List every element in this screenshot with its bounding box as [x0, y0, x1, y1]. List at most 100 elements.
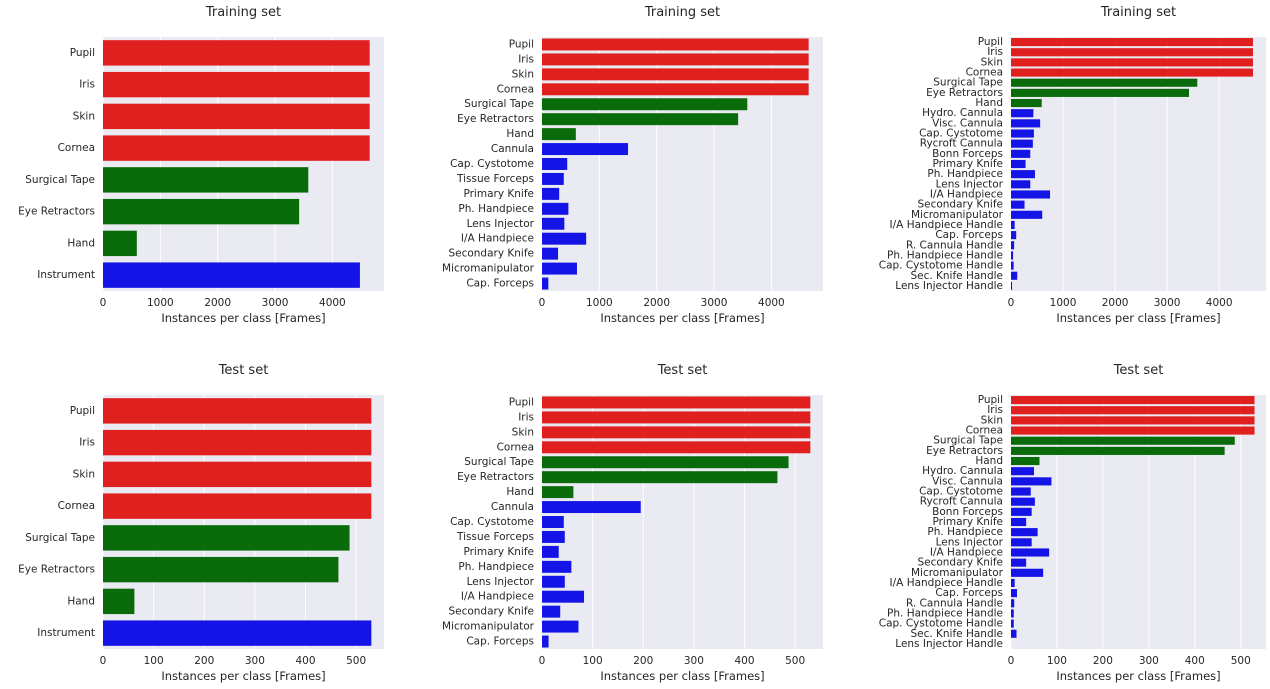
bar-tissue-forceps — [542, 172, 564, 185]
y-tick-label: Cornea — [497, 83, 534, 95]
bar-surgical-tape — [542, 456, 789, 469]
bar-cap-cystotome — [1011, 129, 1034, 138]
y-tick-label: Cap. Forceps — [935, 587, 1003, 599]
y-tick-label: Ph. Handpiece Handle — [887, 607, 1003, 619]
y-tick-label: Cannula — [491, 501, 534, 513]
bar-hydro-cannula — [1011, 109, 1034, 118]
bar-visc-cannula — [1011, 119, 1041, 128]
y-tick-label: Lens Injector — [467, 576, 535, 588]
y-tick-label: R. Cannula Handle — [906, 239, 1003, 251]
bar-surgical-tape — [103, 167, 309, 193]
x-tick-label: 100 — [583, 655, 603, 667]
bar-ph-handpiece — [542, 560, 572, 573]
bar-lens-injector — [1011, 538, 1032, 547]
y-tick-label: Hydro. Cannula — [922, 465, 1003, 477]
y-tick-label: Ph. Handpiece — [458, 203, 534, 215]
bar-hand — [1011, 456, 1040, 466]
chart-panel-4: 0 100 200 300 400 500 Pupil Iris Skin Cornea Surgi… — [18, 363, 384, 683]
x-tick-label: 0 — [539, 297, 546, 309]
y-tick-label: Secondary Knife — [448, 606, 534, 618]
bar-micromanipulator — [1011, 568, 1044, 577]
bar-pupil — [1011, 396, 1255, 405]
bar-pupil — [1011, 38, 1253, 47]
x-tick-label: 200 — [1093, 655, 1113, 667]
chart-title: Training set — [205, 5, 281, 20]
x-tick-label: 500 — [346, 655, 366, 667]
bar-iris — [542, 53, 809, 66]
y-tick-label: Cornea — [966, 67, 1003, 79]
y-tick-label: I/A Handpiece Handle — [890, 577, 1003, 589]
y-tick-label: Eye Retractors — [926, 87, 1003, 99]
bar-surgical-tape — [1011, 78, 1198, 87]
bar-sec-knife-handle — [1011, 271, 1018, 280]
y-tick-label: Cap. Cystotome — [450, 158, 534, 170]
bar-eye-retractors — [542, 471, 778, 484]
chart-panel-5: 0 100 200 300 400 500 Pupil Iris Skin Cornea Surgi… — [442, 363, 823, 683]
y-tick-label: Sec. Knife Handle — [910, 628, 1003, 640]
x-tick-label: 200 — [194, 655, 214, 667]
bar-cap-forceps — [542, 277, 549, 290]
y-tick-label: Surgical Tape — [25, 174, 95, 186]
x-tick-label: 2000 — [1102, 297, 1129, 309]
y-tick-label: Iris — [987, 404, 1003, 416]
bar-pupil — [542, 38, 809, 51]
x-tick-label: 100 — [1047, 655, 1067, 667]
y-tick-label: Instrument — [37, 269, 95, 281]
y-tick-label: I/A Handpiece — [930, 546, 1003, 558]
y-tick-label: Hydro. Cannula — [922, 107, 1003, 119]
bar-tissue-forceps — [542, 530, 565, 543]
bar-cap-cystotome — [542, 158, 568, 170]
chart-title: Training set — [1100, 5, 1176, 20]
y-tick-label: Hand — [975, 97, 1003, 109]
bar-primary-knife — [1011, 517, 1027, 527]
y-tick-label: Lens Injector — [936, 178, 1004, 190]
y-tick-label: Primary Knife — [463, 546, 534, 558]
chart-panel-2: 0 1000 2000 3000 4000 Pupil Iris Skin Cornea Surg… — [442, 5, 823, 325]
chart-panel-3: 0 1000 2000 3000 4000 PupilIrisSkinCorneaSurg… — [879, 5, 1266, 325]
x-tick-label: 1000 — [147, 297, 174, 309]
x-tick-label: 500 — [1231, 655, 1251, 667]
bar-skin — [103, 103, 370, 130]
bar-cap-cystotome — [542, 516, 564, 528]
bar-pupil — [103, 40, 370, 66]
y-tick-label: Rycroft Cannula — [920, 496, 1003, 508]
bar-skin — [542, 68, 809, 81]
x-tick-label: 500 — [785, 655, 805, 667]
x-tick-label: 1000 — [1050, 297, 1077, 309]
bar-iris — [542, 411, 811, 424]
y-tick-label: Pupil — [978, 36, 1003, 48]
y-tick-label: Primary Knife — [932, 516, 1003, 528]
bar-micromanipulator — [542, 262, 577, 275]
bar-secondary-knife — [1011, 558, 1027, 567]
bar-secondary-knife — [1011, 200, 1025, 209]
x-axis-label: Instances per class [Frames] — [161, 311, 325, 325]
bar-pupil — [103, 398, 372, 424]
bar-secondary-knife — [542, 247, 559, 260]
bar-iris — [1011, 48, 1253, 57]
y-tick-label: Bonn Forceps — [932, 506, 1003, 518]
y-tick-label: Micromanipulator — [442, 263, 535, 275]
x-tick-label: 400 — [734, 655, 754, 667]
y-tick-label: Eye Retractors — [18, 206, 95, 218]
y-tick-label: Pupil — [509, 396, 534, 408]
y-tick-label: Ph. Handpiece Handle — [887, 249, 1003, 261]
y-tick-label: Pupil — [70, 405, 95, 417]
bar-secondary-knife — [542, 605, 561, 618]
bar-eye-retractors — [1011, 88, 1189, 97]
bar-i-a-handpiece-handle — [1011, 578, 1015, 588]
y-tick-label: Hand — [975, 455, 1003, 467]
bar-micromanipulator — [1011, 210, 1043, 219]
y-tick-label: Cap. Cystotome Handle — [879, 260, 1003, 272]
x-tick-label: 3000 — [262, 297, 289, 309]
x-tick-label: 300 — [1139, 655, 1159, 667]
bar-r-cannula-handle — [1011, 241, 1015, 250]
bar-rycroft-cannula — [1011, 139, 1033, 148]
y-tick-label: Skin — [981, 56, 1003, 68]
bar-primary-knife — [542, 187, 560, 200]
x-tick-label: 0 — [1008, 297, 1015, 309]
bar-eye-retractors — [542, 113, 739, 126]
bar-ph-handpiece — [1011, 170, 1035, 179]
y-tick-label: Visc. Cannula — [932, 475, 1003, 487]
bar-skin — [1011, 58, 1253, 67]
y-tick-label: Surgical Tape — [464, 456, 534, 468]
